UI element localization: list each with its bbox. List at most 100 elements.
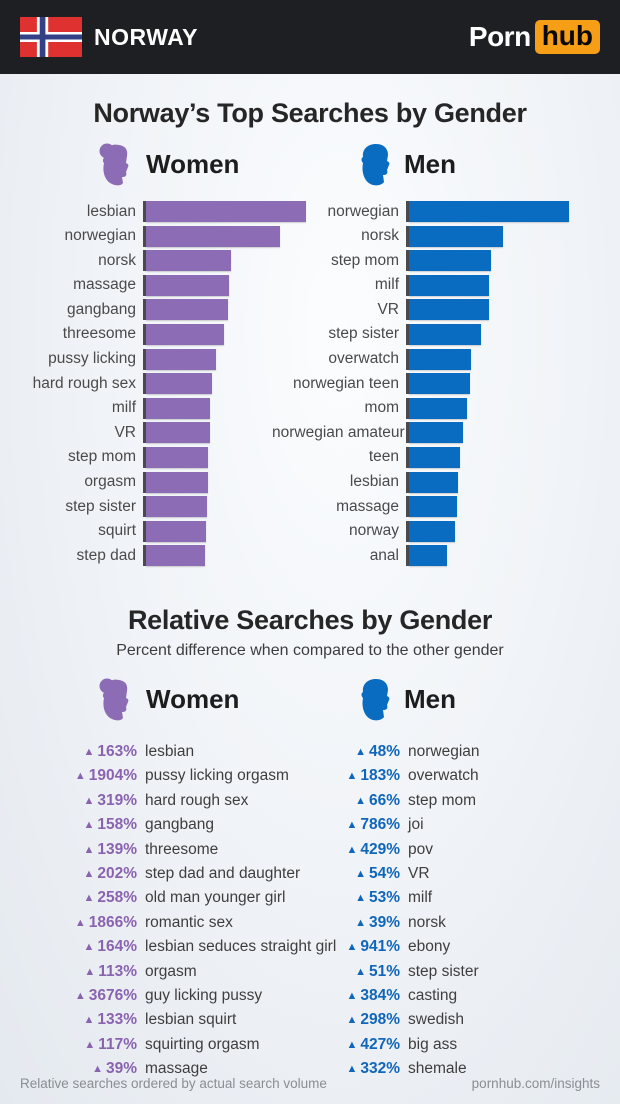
relative-term: milf: [408, 889, 433, 907]
relative-percent: ▲ 113%: [84, 962, 137, 980]
bar: [146, 274, 230, 296]
bar: [409, 201, 569, 222]
bar-label: norsk: [361, 227, 399, 245]
bar-track: [143, 496, 308, 518]
relative-term: massage: [145, 1060, 208, 1078]
relative-searches-subtitle: Percent difference when compared to the …: [116, 642, 504, 659]
bar-row: norsk: [6, 250, 308, 272]
relative-percent: ▲ 54%: [355, 864, 400, 882]
bar-row: teen: [272, 446, 616, 468]
relative-percent: ▲ 139%: [83, 840, 137, 858]
up-triangle-icon: ▲: [74, 989, 86, 1002]
bar-row: overwatch: [272, 348, 616, 370]
relative-row: ▲ 66% step mom: [312, 791, 614, 811]
bar-label: gangbang: [67, 300, 136, 318]
relative-percent: ▲ 164%: [83, 938, 137, 956]
bar: [146, 496, 207, 518]
relative-percent: ▲ 202%: [83, 864, 137, 882]
bar-label: mom: [364, 399, 399, 417]
relative-row: ▲ 3676% guy licking pussy: [6, 986, 306, 1006]
relative-row: ▲ 1904% pussy licking orgasm: [6, 766, 306, 786]
relative-lists: ▲ 163% lesbian ▲ 1904% pussy licking orgasm ▲ 3…: [0, 742, 620, 1094]
country-name: NORWAY: [94, 23, 198, 50]
pornhub-logo-porn: Porn: [468, 21, 531, 52]
relative-row: ▲ 298% swedish: [312, 1010, 614, 1030]
relative-term: joi: [408, 816, 424, 834]
relative-percent: ▲ 48%: [355, 743, 400, 760]
relative-term: step dad and daughter: [145, 864, 301, 882]
pornhub-logo-hub: hub: [534, 19, 600, 55]
relative-row: ▲ 158% gangbang: [6, 815, 306, 835]
bar-row: hard rough sex: [6, 373, 308, 395]
women-relative-label: Women: [146, 684, 240, 714]
bar-row: norway: [272, 520, 616, 542]
relative-row: ▲ 164% lesbian seduces straight girl: [6, 937, 336, 957]
relative-percent: ▲ 163%: [83, 743, 137, 760]
header-country-group: NORWAY: [20, 17, 198, 57]
bar-track: [143, 348, 308, 370]
relative-term: norwegian: [408, 743, 480, 760]
bar-label: overwatch: [328, 350, 399, 368]
bar-label: norwegian amateur: [272, 423, 405, 441]
bar-track: [143, 446, 308, 468]
up-triangle-icon: ▲: [74, 770, 86, 783]
footer-url: pornhub.com/insights: [471, 1075, 600, 1091]
up-triangle-icon: ▲: [346, 843, 358, 856]
bar-label: step mom: [330, 251, 399, 269]
bar-track: [143, 250, 308, 272]
relative-row: ▲ 258% old man younger girl: [6, 888, 306, 908]
relative-row: ▲ 39% massage: [6, 1059, 306, 1079]
up-triangle-icon: ▲: [346, 941, 358, 954]
relative-term: norsk: [408, 913, 446, 931]
bar-label: massage: [336, 497, 399, 515]
relative-row: ▲ 202% step dad and daughter: [6, 864, 306, 884]
up-triangle-icon: ▲: [346, 989, 358, 1002]
bar-track: [406, 225, 616, 247]
bar-track: [143, 225, 308, 247]
man-icon: [361, 144, 390, 186]
bar: [146, 323, 225, 345]
bar-label: lesbian: [86, 202, 136, 220]
up-triangle-icon: ▲: [83, 819, 95, 832]
bar-label: VR: [377, 300, 399, 318]
bar-track: [406, 545, 616, 567]
bar-track: [406, 299, 616, 321]
women-chart-header: Women: [96, 142, 239, 187]
up-triangle-icon: ▲: [355, 867, 366, 880]
up-triangle-icon: ▲: [355, 916, 366, 929]
bar-row: step sister: [6, 496, 308, 518]
bar-label: norwegian teen: [293, 374, 399, 392]
relative-term: gangbang: [145, 816, 214, 834]
bar: [146, 250, 231, 272]
relative-term: pussy licking orgasm: [145, 767, 289, 785]
women-chart-label: Women: [146, 149, 240, 179]
relative-term: threesome: [145, 840, 219, 858]
bar-row: VR: [272, 299, 616, 321]
relative-percent: ▲ 384%: [346, 986, 400, 1004]
relative-row: ▲ 332% shemale: [312, 1059, 614, 1079]
up-triangle-icon: ▲: [346, 819, 358, 832]
relative-row: ▲ 786% joi: [312, 815, 614, 835]
footer-note: Relative searches ordered by actual sear…: [20, 1075, 327, 1091]
up-triangle-icon: ▲: [83, 867, 95, 880]
relative-row: ▲ 117% squirting orgasm: [6, 1035, 306, 1055]
bar-track: [143, 545, 308, 567]
bar-label: massage: [73, 276, 136, 294]
relative-row: ▲ 54% VR: [312, 864, 614, 884]
relative-percent: ▲ 258%: [83, 889, 137, 907]
relative-term: orgasm: [145, 962, 197, 980]
bar: [409, 471, 458, 493]
bar-track: [406, 274, 616, 296]
bar-row: norwegian: [6, 225, 308, 247]
bar-row: orgasm: [6, 471, 308, 493]
bar-row: mom: [272, 397, 616, 419]
relative-term: guy licking pussy: [145, 986, 263, 1004]
relative-row: ▲ 1866% romantic sex: [6, 913, 306, 933]
relative-percent: ▲ 1866%: [74, 913, 137, 931]
bar-track: [406, 397, 616, 419]
bar: [409, 397, 467, 419]
bar-label: lesbian: [349, 473, 399, 491]
bar-label: orgasm: [84, 473, 136, 491]
bar-row: lesbian: [6, 201, 308, 222]
relative-term: overwatch: [408, 767, 479, 785]
